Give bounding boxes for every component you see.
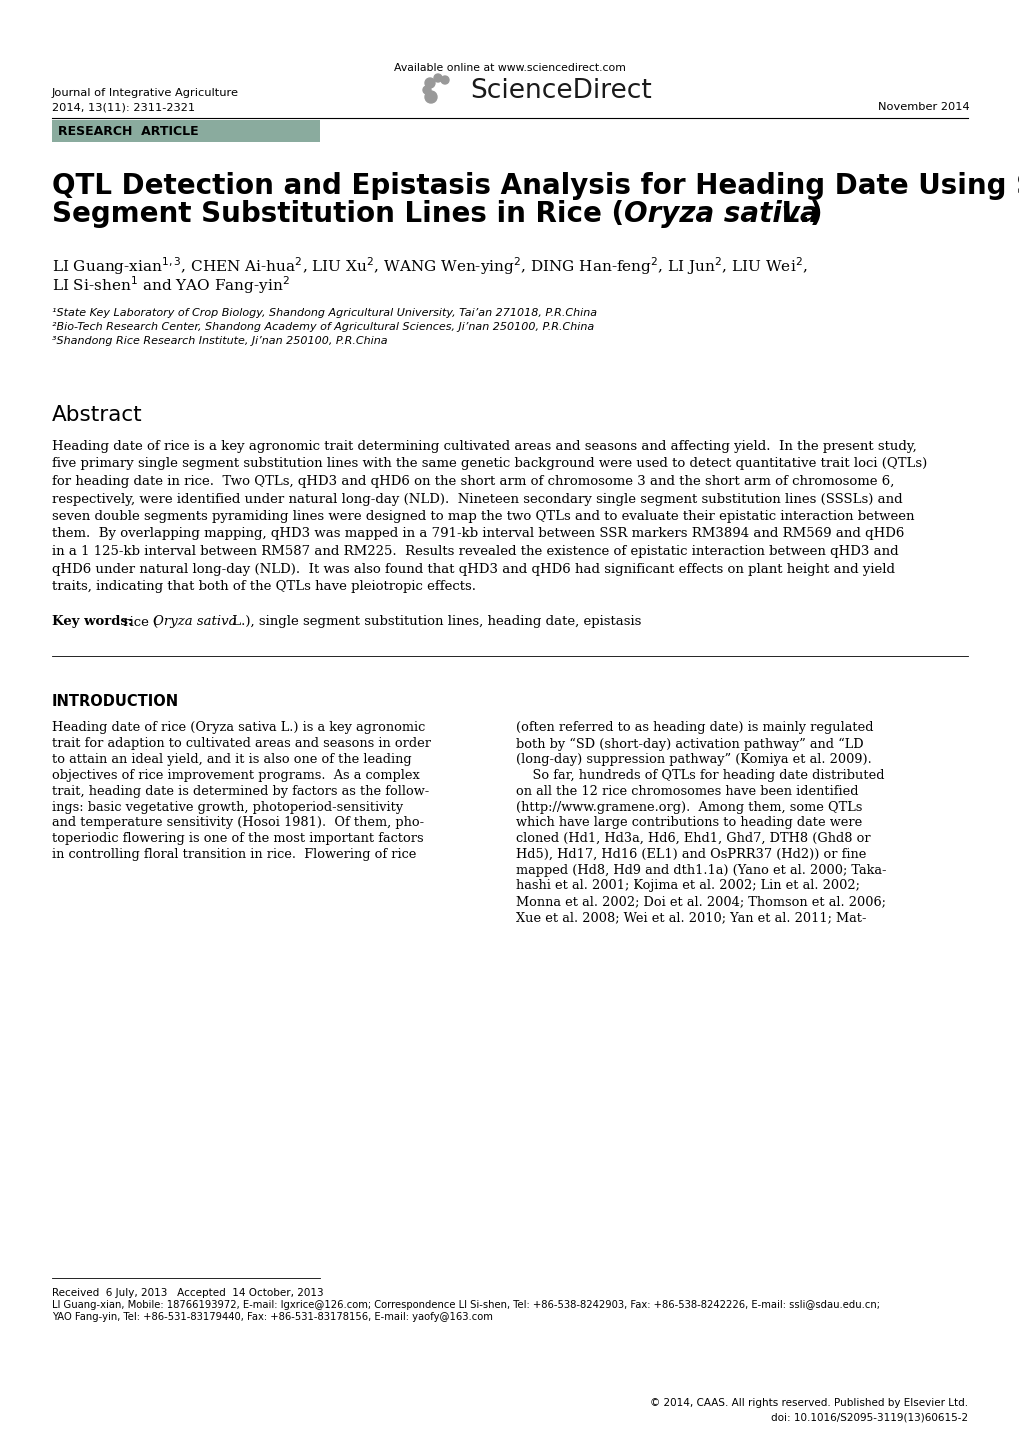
Text: Journal of Integrative Agriculture: Journal of Integrative Agriculture — [52, 87, 238, 97]
Text: ²Bio-Tech Research Center, Shandong Academy of Agricultural Sciences, Ji’nan 250: ²Bio-Tech Research Center, Shandong Acad… — [52, 322, 594, 332]
Text: Received  6 July, 2013   Accepted  14 October, 2013: Received 6 July, 2013 Accepted 14 Octobe… — [52, 1288, 323, 1298]
Text: five primary single segment substitution lines with the same genetic background : five primary single segment substitution… — [52, 458, 926, 471]
Text: Heading date of rice is a key agronomic trait determining cultivated areas and s: Heading date of rice is a key agronomic … — [52, 439, 916, 454]
Text: ings: basic vegetative growth, photoperiod-sensitivity: ings: basic vegetative growth, photoperi… — [52, 800, 403, 813]
Text: ¹State Key Laboratory of Crop Biology, Shandong Agricultural University, Tai’an : ¹State Key Laboratory of Crop Biology, S… — [52, 308, 596, 318]
Text: which have large contributions to heading date were: which have large contributions to headin… — [516, 816, 861, 830]
Text: Abstract: Abstract — [52, 405, 143, 425]
Text: in controlling floral transition in rice.  Flowering of rice: in controlling floral transition in rice… — [52, 849, 416, 861]
Text: (often referred to as heading date) is mainly regulated: (often referred to as heading date) is m… — [516, 721, 872, 734]
Circle shape — [423, 86, 431, 94]
Text: rice (: rice ( — [119, 615, 158, 628]
Text: YAO Fang-yin, Tel: +86-531-83179440, Fax: +86-531-83178156, E-mail: yaofy@163.co: YAO Fang-yin, Tel: +86-531-83179440, Fax… — [52, 1312, 492, 1322]
Circle shape — [433, 74, 441, 82]
Text: mapped (Hd8, Hd9 and dth1.1a) (Yano et al. 2000; Taka-: mapped (Hd8, Hd9 and dth1.1a) (Yano et a… — [516, 864, 886, 877]
Text: trait, heading date is determined by factors as the follow-: trait, heading date is determined by fac… — [52, 784, 429, 797]
Circle shape — [425, 79, 434, 87]
Text: them.  By overlapping mapping, qHD3 was mapped in a 791-kb interval between SSR : them. By overlapping mapping, qHD3 was m… — [52, 528, 904, 541]
Text: © 2014, CAAS. All rights reserved. Published by Elsevier Ltd.: © 2014, CAAS. All rights reserved. Publi… — [649, 1398, 967, 1408]
Text: (long-day) suppression pathway” (Komiya et al. 2009).: (long-day) suppression pathway” (Komiya … — [516, 753, 871, 766]
Text: LI Guang-xian$^{1, 3}$, CHEN Ai-hua$^{2}$, LIU Xu$^{2}$, WANG Wen-ying$^{2}$, DI: LI Guang-xian$^{1, 3}$, CHEN Ai-hua$^{2}… — [52, 255, 807, 276]
Text: traits, indicating that both of the QTLs have pleiotropic effects.: traits, indicating that both of the QTLs… — [52, 580, 476, 592]
Text: Hd5), Hd17, Hd16 (EL1) and OsPRR37 (Hd2)) or fine: Hd5), Hd17, Hd16 (EL1) and OsPRR37 (Hd2)… — [516, 849, 865, 861]
Text: hashi et al. 2001; Kojima et al. 2002; Lin et al. 2002;: hashi et al. 2001; Kojima et al. 2002; L… — [516, 880, 859, 893]
Text: trait for adaption to cultivated areas and seasons in order: trait for adaption to cultivated areas a… — [52, 737, 431, 750]
Text: (http://www.gramene.org).  Among them, some QTLs: (http://www.gramene.org). Among them, so… — [516, 800, 861, 813]
Text: toperiodic flowering is one of the most important factors: toperiodic flowering is one of the most … — [52, 831, 423, 846]
Text: for heading date in rice.  Two QTLs, qHD3 and qHD6 on the short arm of chromosom: for heading date in rice. Two QTLs, qHD3… — [52, 475, 894, 488]
Text: LI Si-shen$^{1}$ and YAO Fang-yin$^{2}$: LI Si-shen$^{1}$ and YAO Fang-yin$^{2}$ — [52, 273, 289, 296]
Text: doi: 10.1016/S2095-3119(13)60615-2: doi: 10.1016/S2095-3119(13)60615-2 — [770, 1412, 967, 1422]
Text: qHD6 under natural long-day (NLD).  It was also found that qHD3 and qHD6 had sig: qHD6 under natural long-day (NLD). It wa… — [52, 562, 894, 575]
Text: Available online at www.sciencedirect.com: Available online at www.sciencedirect.co… — [393, 63, 626, 73]
Text: objectives of rice improvement programs.  As a complex: objectives of rice improvement programs.… — [52, 768, 420, 781]
Text: ³Shandong Rice Research Institute, Ji’nan 250100, P.R.China: ³Shandong Rice Research Institute, Ji’na… — [52, 336, 387, 346]
Text: 2014, 13(11): 2311-2321: 2014, 13(11): 2311-2321 — [52, 102, 195, 112]
Text: Xue et al. 2008; Wei et al. 2010; Yan et al. 2011; Mat-: Xue et al. 2008; Wei et al. 2010; Yan et… — [516, 912, 866, 924]
Text: Heading date of rice (Oryza sativa L.) is a key agronomic: Heading date of rice (Oryza sativa L.) i… — [52, 721, 425, 734]
Text: INTRODUCTION: INTRODUCTION — [52, 694, 179, 708]
Text: L.), single segment substitution lines, heading date, epistasis: L.), single segment substitution lines, … — [228, 615, 641, 628]
Text: respectively, were identified under natural long-day (NLD).  Nineteen secondary : respectively, were identified under natu… — [52, 492, 902, 505]
Text: both by “SD (short-day) activation pathway” and “LD: both by “SD (short-day) activation pathw… — [516, 737, 863, 750]
Text: ScienceDirect: ScienceDirect — [470, 79, 651, 104]
Text: Oryza sativa: Oryza sativa — [624, 200, 818, 228]
Text: Segment Substitution Lines in Rice (: Segment Substitution Lines in Rice ( — [52, 200, 624, 228]
Bar — [52, 120, 320, 142]
Text: Monna et al. 2002; Doi et al. 2004; Thomson et al. 2006;: Monna et al. 2002; Doi et al. 2004; Thom… — [516, 896, 886, 909]
Text: cloned (Hd1, Hd3a, Hd6, Ehd1, Ghd7, DTH8 (Ghd8 or: cloned (Hd1, Hd3a, Hd6, Ehd1, Ghd7, DTH8… — [516, 831, 870, 846]
Text: Oryza sativa: Oryza sativa — [153, 615, 236, 628]
Text: QTL Detection and Epistasis Analysis for Heading Date Using Single: QTL Detection and Epistasis Analysis for… — [52, 172, 1019, 200]
Text: November 2014: November 2014 — [877, 102, 969, 112]
Circle shape — [425, 92, 436, 103]
Text: Key words:: Key words: — [52, 615, 132, 628]
Text: LI Guang-xian, Mobile: 18766193972, E-mail: lgxrice@126.com; Correspondence LI S: LI Guang-xian, Mobile: 18766193972, E-ma… — [52, 1299, 879, 1309]
Text: on all the 12 rice chromosomes have been identified: on all the 12 rice chromosomes have been… — [516, 784, 858, 797]
Text: seven double segments pyramiding lines were designed to map the two QTLs and to : seven double segments pyramiding lines w… — [52, 509, 914, 522]
Text: and temperature sensitivity (Hosoi 1981).  Of them, pho-: and temperature sensitivity (Hosoi 1981)… — [52, 816, 424, 830]
Circle shape — [440, 76, 448, 84]
Text: in a 1 125-kb interval between RM587 and RM225.  Results revealed the existence : in a 1 125-kb interval between RM587 and… — [52, 545, 898, 558]
Text: So far, hundreds of QTLs for heading date distributed: So far, hundreds of QTLs for heading dat… — [516, 768, 883, 781]
Text: to attain an ideal yield, and it is also one of the leading: to attain an ideal yield, and it is also… — [52, 753, 412, 766]
Text: RESEARCH  ARTICLE: RESEARCH ARTICLE — [58, 124, 199, 137]
Text: L.): L.) — [771, 200, 821, 228]
